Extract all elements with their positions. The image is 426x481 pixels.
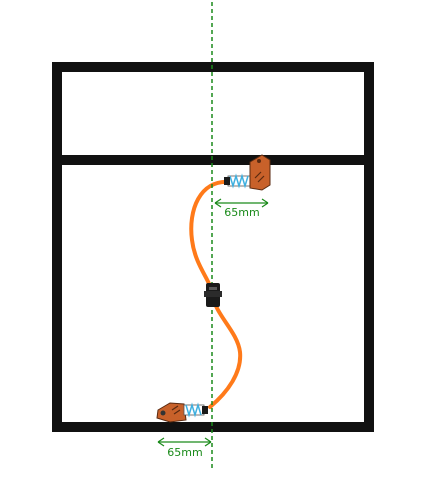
top-dimension: 65mm <box>214 198 269 219</box>
bottom-connector-icon <box>156 402 208 423</box>
frame <box>52 62 374 432</box>
top-connector-icon <box>224 154 271 191</box>
frame-right-post <box>364 62 374 432</box>
frame-left-post <box>52 62 62 432</box>
bottom-dimension-label: 65mm <box>167 446 202 459</box>
top-dimension-label: 65mm <box>224 206 259 219</box>
frame-bottom-rail <box>52 422 374 432</box>
frame-top-rail <box>52 62 374 72</box>
middle-clip-icon <box>204 283 222 307</box>
frame-middle-rail <box>52 155 374 165</box>
bottom-dimension: 65mm <box>157 437 212 459</box>
cable <box>189 179 243 409</box>
